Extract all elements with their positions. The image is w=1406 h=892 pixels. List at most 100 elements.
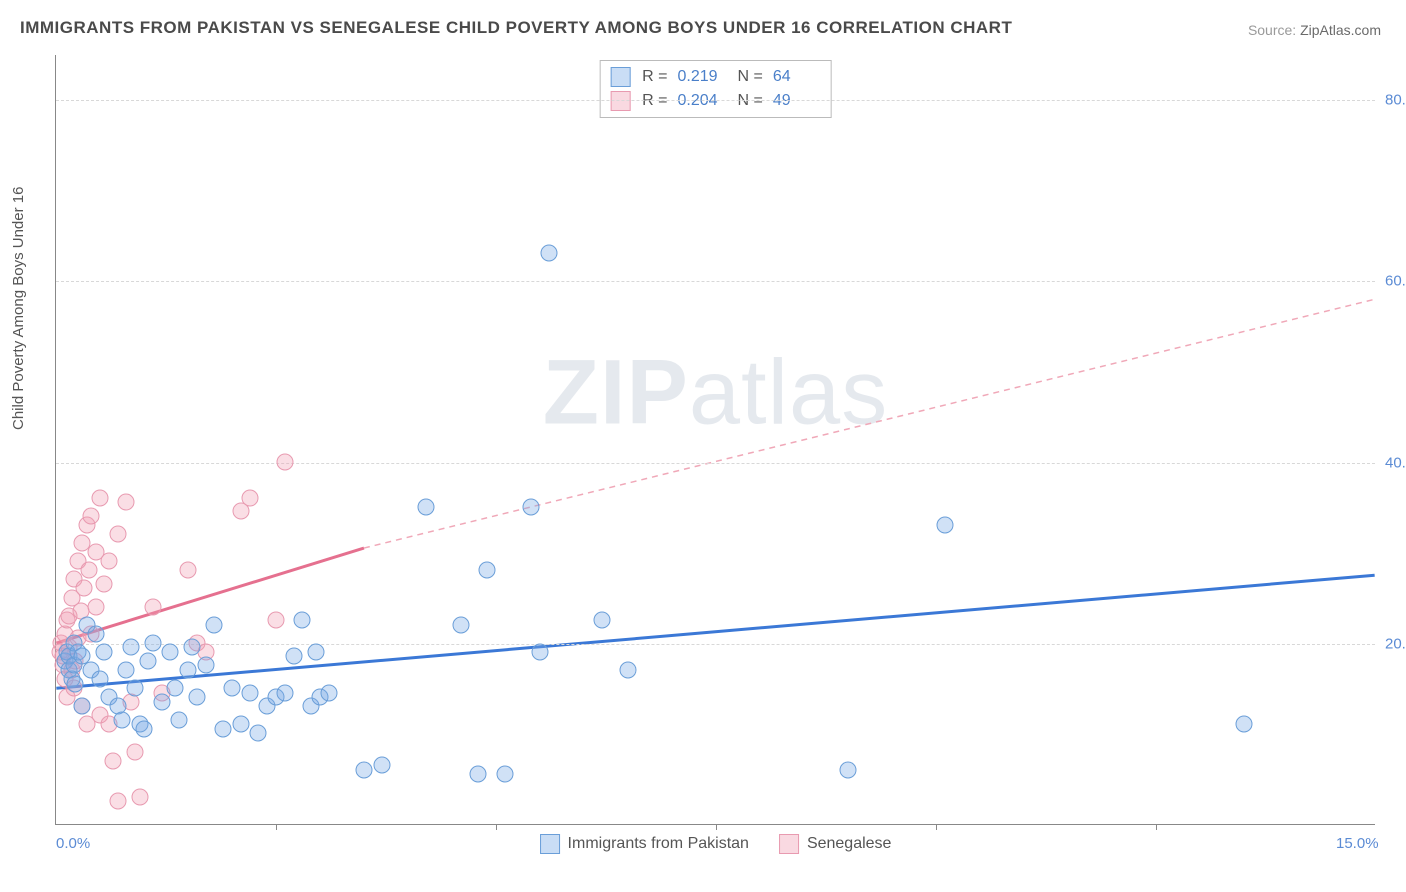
data-point [224, 680, 241, 697]
data-point [166, 680, 183, 697]
y-tick-label: 40.0% [1385, 454, 1406, 471]
data-point [127, 680, 144, 697]
data-point [532, 643, 549, 660]
data-point [92, 671, 109, 688]
y-tick-label: 60.0% [1385, 273, 1406, 290]
data-point [87, 598, 104, 615]
legend-row: R = 0.219 N = 64 [610, 65, 821, 89]
data-point [276, 684, 293, 701]
data-point [620, 662, 637, 679]
data-point [206, 616, 223, 633]
legend-swatch [779, 834, 799, 854]
data-point [127, 743, 144, 760]
trend-line [56, 575, 1374, 688]
data-point [83, 508, 100, 525]
legend-series-label: Immigrants from Pakistan [568, 835, 749, 853]
x-tick-mark [276, 824, 277, 830]
data-point [122, 639, 139, 656]
correlation-legend: R =0.219N =64R =0.204N =49 [599, 60, 832, 118]
data-point [540, 245, 557, 262]
chart-title: IMMIGRANTS FROM PAKISTAN VS SENEGALESE C… [20, 18, 1012, 38]
legend-item: Immigrants from Pakistan [540, 834, 749, 854]
data-point [936, 517, 953, 534]
watermark-light: atlas [689, 342, 888, 444]
data-point [81, 562, 98, 579]
source-value: ZipAtlas.com [1300, 22, 1381, 38]
data-point [136, 720, 153, 737]
grid-line [56, 281, 1375, 282]
data-point [162, 643, 179, 660]
data-point [109, 793, 126, 810]
legend-r-value: 0.219 [678, 68, 726, 86]
data-point [215, 720, 232, 737]
data-point [92, 489, 109, 506]
data-point [479, 562, 496, 579]
y-axis-label: Child Poverty Among Boys Under 16 [10, 187, 27, 430]
data-point [452, 616, 469, 633]
data-point [356, 761, 373, 778]
data-point [67, 675, 84, 692]
x-tick-mark [1156, 824, 1157, 830]
data-point [496, 766, 513, 783]
data-point [74, 698, 91, 715]
legend-n-label: N = [738, 68, 763, 86]
data-point [118, 662, 135, 679]
data-point [320, 684, 337, 701]
y-tick-label: 80.0% [1385, 92, 1406, 109]
data-point [294, 612, 311, 629]
source-label: Source: [1248, 22, 1296, 38]
data-point [276, 453, 293, 470]
data-point [180, 662, 197, 679]
data-point [470, 766, 487, 783]
data-point [241, 489, 258, 506]
legend-n-value: 64 [773, 68, 821, 86]
data-point [1236, 716, 1253, 733]
data-point [268, 612, 285, 629]
series-legend: Immigrants from Pakistan Senegalese [540, 834, 892, 854]
data-point [285, 648, 302, 665]
legend-swatch [610, 67, 630, 87]
data-point [140, 652, 157, 669]
data-point [232, 716, 249, 733]
data-point [109, 526, 126, 543]
data-point [373, 757, 390, 774]
data-point [144, 634, 161, 651]
data-point [593, 612, 610, 629]
data-point [131, 788, 148, 805]
plot-area: ZIPatlas R =0.219N =64R =0.204N =49 Immi… [55, 55, 1375, 825]
grid-line [56, 463, 1375, 464]
trend-lines-svg [56, 55, 1375, 824]
source-attribution: Source: ZipAtlas.com [1248, 22, 1381, 38]
data-point [105, 752, 122, 769]
data-point [114, 711, 131, 728]
data-point [180, 562, 197, 579]
data-point [87, 625, 104, 642]
x-tick-label: 0.0% [56, 835, 90, 852]
data-point [118, 494, 135, 511]
watermark-bold: ZIP [543, 342, 689, 444]
data-point [100, 553, 117, 570]
legend-series-label: Senegalese [807, 835, 892, 853]
legend-item: Senegalese [779, 834, 892, 854]
data-point [171, 711, 188, 728]
data-point [523, 498, 540, 515]
data-point [96, 643, 113, 660]
data-point [241, 684, 258, 701]
legend-swatch [540, 834, 560, 854]
x-tick-mark [936, 824, 937, 830]
data-point [144, 598, 161, 615]
legend-r-label: R = [642, 68, 667, 86]
data-point [153, 693, 170, 710]
data-point [96, 575, 113, 592]
data-point [307, 643, 324, 660]
x-tick-mark [716, 824, 717, 830]
data-point [197, 657, 214, 674]
data-point [76, 580, 93, 597]
data-point [188, 689, 205, 706]
y-tick-label: 20.0% [1385, 635, 1406, 652]
x-tick-label: 15.0% [1336, 835, 1379, 852]
data-point [184, 639, 201, 656]
watermark: ZIPatlas [543, 341, 888, 446]
grid-line [56, 100, 1375, 101]
data-point [417, 498, 434, 515]
